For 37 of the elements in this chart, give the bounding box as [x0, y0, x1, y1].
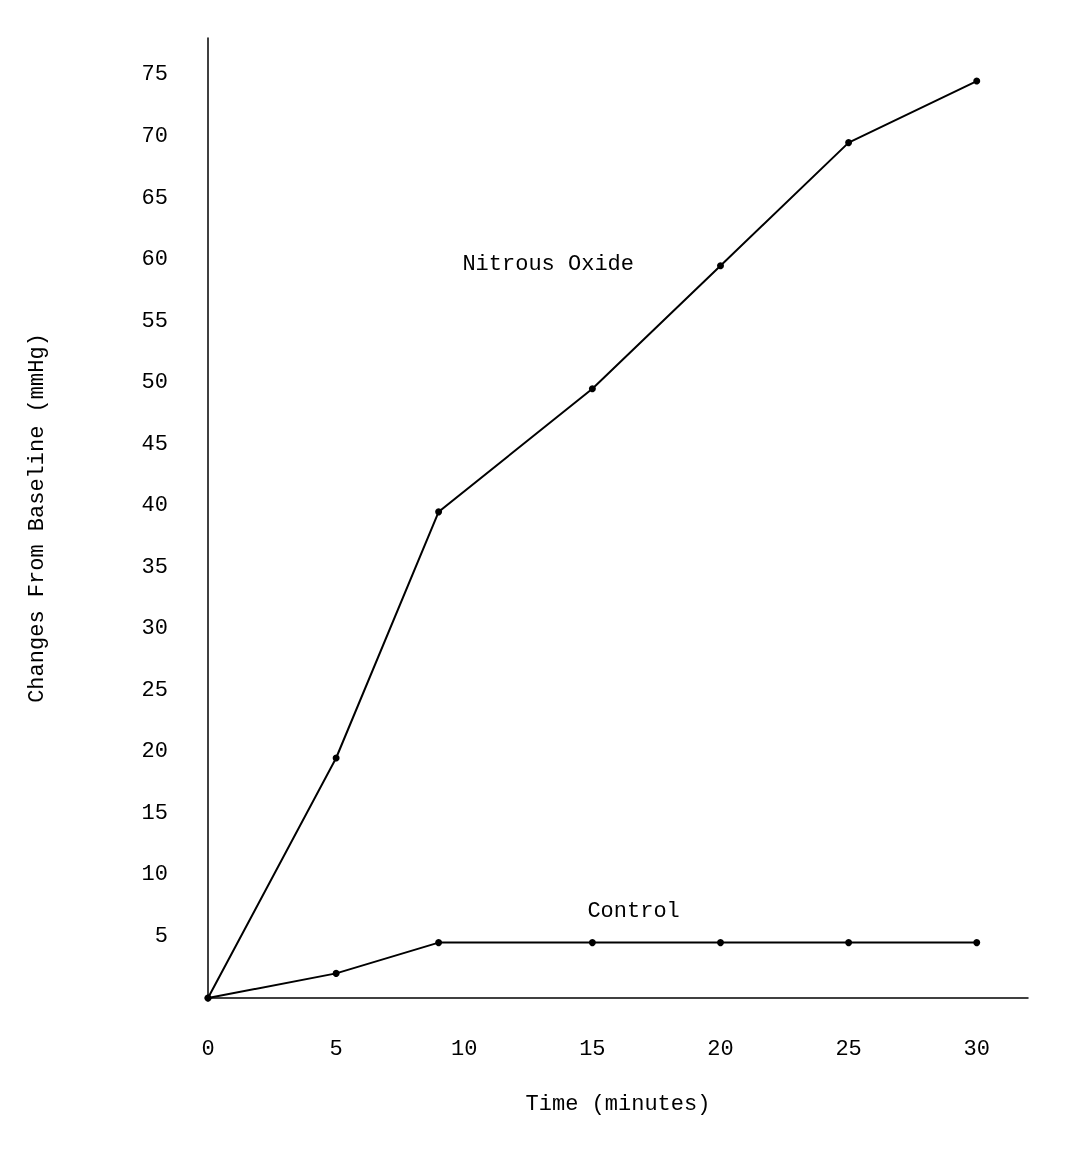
point [973, 77, 981, 85]
point [973, 939, 981, 947]
y-tick-label: 45 [141, 431, 168, 457]
y-tick-label: 55 [141, 308, 168, 334]
x-tick-label: 15 [579, 1036, 606, 1062]
x-tick-label: 5 [329, 1036, 343, 1062]
point [588, 939, 596, 947]
y-tick-label: 70 [141, 123, 168, 149]
y-axis-title: Changes From Baseline (mmHg) [24, 333, 50, 703]
point [435, 508, 443, 516]
y-tick-label: 50 [141, 370, 168, 396]
y-tick-label: 25 [141, 677, 168, 703]
x-tick-label: 0 [201, 1036, 215, 1062]
x-tick-label: 10 [451, 1036, 478, 1062]
y-tick-label: 40 [141, 493, 168, 519]
y-tick-label: 20 [141, 739, 168, 765]
y-tick-label: 10 [141, 862, 168, 888]
point [845, 939, 853, 947]
y-tick-label: 75 [141, 62, 168, 88]
x-tick-label: 30 [963, 1036, 990, 1062]
point [717, 262, 724, 270]
x-tick-label: 20 [707, 1036, 734, 1062]
y-tick-label: 65 [141, 185, 168, 211]
point [717, 939, 724, 947]
y-tick-label: 60 [141, 247, 168, 273]
y-tick-label: 35 [141, 554, 168, 580]
x-axis-title: Time (minutes) [525, 1091, 711, 1117]
series-label: Control [587, 899, 680, 925]
x-tick-label: 25 [835, 1036, 862, 1062]
y-tick-label: 5 [154, 923, 168, 949]
point [332, 969, 340, 977]
y-tick-label: 30 [141, 616, 168, 642]
y-tick-label: 15 [141, 800, 168, 826]
text: Nitrous Oxide [462, 252, 635, 278]
point [588, 385, 596, 393]
point [845, 139, 853, 147]
point [435, 939, 443, 947]
